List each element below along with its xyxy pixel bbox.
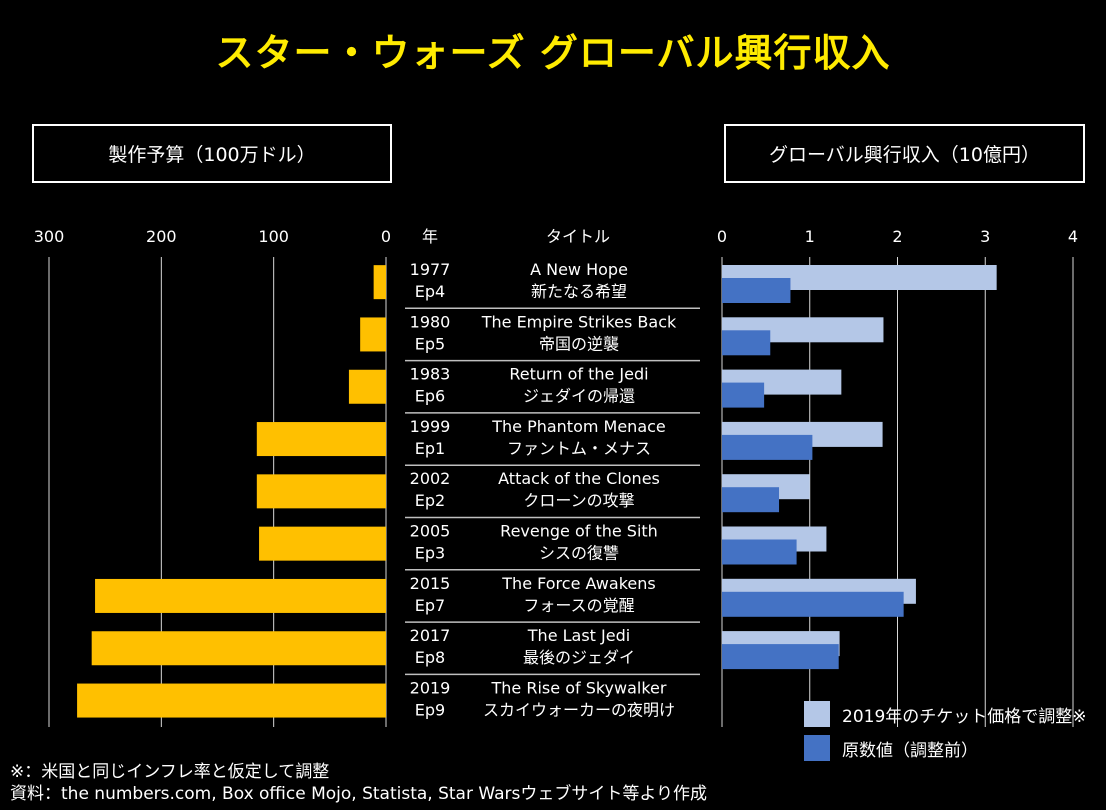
row-year: 2002	[410, 469, 451, 488]
row-title-jp: クローンの攻撃	[523, 491, 634, 510]
row-episode: Ep8	[415, 648, 445, 667]
revenue-bar-original-ep2	[722, 487, 780, 513]
row-episode: Ep3	[415, 544, 445, 563]
row-title-jp: 帝国の逆襲	[539, 334, 619, 353]
revenue-bar-original-ep6	[722, 382, 765, 408]
row-year: 2017	[410, 626, 451, 645]
budget-tick-label: 200	[146, 227, 177, 246]
row-year: 2015	[410, 574, 451, 593]
row-title-en: The Last Jedi	[527, 626, 630, 645]
row-title-jp: シスの復讐	[539, 544, 619, 563]
row-year: 1980	[410, 312, 451, 331]
revenue-bar-original-ep3	[722, 539, 797, 565]
budget-bar-ep9	[77, 683, 386, 718]
revenue-bar-original-ep8	[722, 644, 839, 670]
revenue-tick-label: 0	[717, 227, 727, 246]
row-title-jp: ファントム・メナス	[507, 439, 651, 458]
row-title-en: Revenge of the Sith	[500, 522, 658, 541]
row-episode: Ep9	[415, 700, 445, 719]
budget-tick-label: 0	[381, 227, 391, 246]
revenue-bar-original-ep4	[722, 278, 791, 303]
table-header-year: 年	[422, 227, 438, 246]
budget-bar-ep5	[360, 317, 386, 352]
row-episode: Ep7	[415, 596, 445, 615]
budget-bar-ep6	[348, 369, 386, 404]
chart-title: スター・ウォーズ グローバル興行収入	[215, 31, 891, 75]
row-episode: Ep6	[415, 387, 445, 406]
revenue-tick-label: 3	[980, 227, 990, 246]
budget-bar-ep7	[95, 578, 386, 613]
budget-panel-title-text: 製作予算（100万ドル）	[108, 144, 316, 166]
revenue-panel-title: グローバル興行収入（10億円）	[724, 124, 1085, 183]
legend-label-original: 原数値（調整前）	[842, 740, 978, 761]
legend-swatch-original	[804, 735, 830, 761]
legend-swatch-adjusted	[804, 701, 830, 727]
row-title-en: Attack of the Clones	[498, 469, 660, 488]
row-title-en: A New Hope	[530, 260, 628, 279]
budget-bar-ep2	[256, 474, 386, 509]
footnote-source: 資料：the numbers.com, Box office Mojo, Sta…	[10, 784, 707, 804]
revenue-panel-title-text: グローバル興行収入（10億円）	[769, 144, 1040, 166]
revenue-bar-original-ep5	[722, 330, 771, 356]
row-title-jp: フォースの覚醒	[523, 596, 634, 615]
footnote-inflation: ※：米国と同じインフレ率と仮定して調整	[10, 762, 330, 782]
row-title-en: The Rise of Skywalker	[491, 678, 667, 697]
row-year: 1977	[410, 260, 451, 279]
revenue-bar-original-ep1	[722, 434, 813, 460]
budget-panel-title: 製作予算（100万ドル）	[32, 124, 392, 183]
row-title-en: The Empire Strikes Back	[481, 312, 677, 331]
row-episode: Ep5	[415, 334, 445, 353]
revenue-tick-label: 1	[805, 227, 815, 246]
table-header-title: タイトル	[546, 227, 610, 246]
row-year: 2019	[410, 678, 451, 697]
revenue-tick-label: 4	[1068, 227, 1078, 246]
row-title-jp: スカイウォーカーの夜明け	[483, 700, 675, 719]
row-episode: Ep1	[415, 439, 445, 458]
row-year: 2005	[410, 522, 451, 541]
row-year: 1999	[410, 417, 451, 436]
row-title-en: The Force Awakens	[501, 574, 655, 593]
row-title-jp: 最後のジェダイ	[523, 648, 635, 667]
legend-item-original: 原数値（調整前）	[804, 735, 978, 761]
row-title-jp: 新たなる希望	[531, 282, 627, 301]
row-title-jp: ジェダイの帰還	[523, 387, 635, 406]
row-title-en: The Phantom Menace	[491, 417, 666, 436]
revenue-tick-label: 2	[892, 227, 902, 246]
legend-label-adjusted: 2019年のチケット価格で調整※	[842, 706, 1087, 727]
revenue-bar-original-ep7	[722, 591, 904, 617]
budget-tick-label: 100	[258, 227, 289, 246]
budget-bar-ep3	[259, 526, 386, 561]
row-title-en: Return of the Jedi	[509, 365, 648, 384]
row-episode: Ep2	[415, 491, 445, 510]
budget-bar-ep1	[256, 422, 386, 457]
budget-bar-ep4	[373, 265, 386, 300]
row-year: 1983	[410, 365, 451, 384]
row-episode: Ep4	[415, 282, 445, 301]
budget-tick-label: 300	[34, 227, 65, 246]
legend-item-adjusted: 2019年のチケット価格で調整※	[804, 701, 1087, 727]
budget-bar-ep8	[91, 631, 386, 666]
